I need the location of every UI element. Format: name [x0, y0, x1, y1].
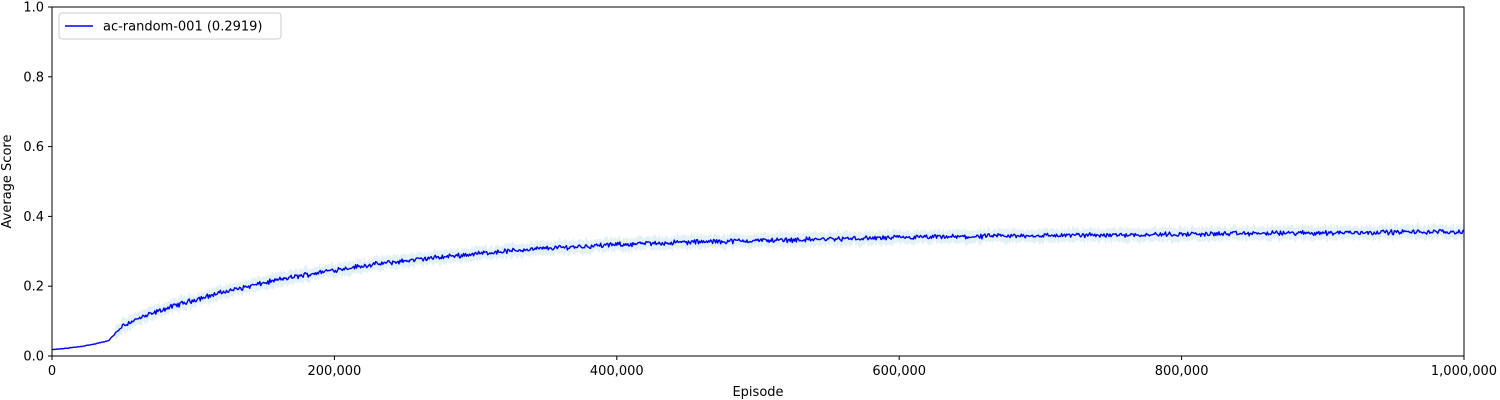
score-band-layer	[52, 221, 1464, 351]
y-tick-label: 0.0	[23, 350, 44, 365]
x-tick-label: 800,000	[1155, 364, 1209, 379]
y-axis: 0.0 0.2 0.4 0.6 0.8 1.0	[23, 1, 52, 365]
y-tick-label: 1.0	[23, 1, 44, 16]
x-tick-label: 0	[48, 364, 56, 379]
y-tick-label: 0.8	[23, 70, 44, 85]
legend-entry-label: ac-random-001 (0.2919)	[103, 20, 263, 35]
legend: ac-random-001 (0.2919)	[58, 12, 282, 40]
y-tick-label: 0.4	[23, 210, 44, 225]
y-tick-label: 0.2	[23, 280, 44, 295]
x-axis: 0 200,000 400,000 600,000 800,000 1,000,000	[48, 356, 1497, 379]
plot-frame	[51, 6, 1465, 357]
x-tick-label: 200,000	[308, 364, 362, 379]
x-tick-label: 400,000	[590, 364, 644, 379]
x-axis-label: Episode	[732, 385, 783, 400]
y-tick-label: 0.6	[23, 140, 44, 155]
x-tick-label: 600,000	[872, 364, 926, 379]
y-axis-label: Average Score	[0, 135, 15, 229]
score-variance-band	[52, 221, 1464, 351]
series-line-ac-random-001	[51, 228, 1465, 351]
score-line-layer	[51, 228, 1465, 351]
legend-box	[58, 12, 282, 40]
x-tick-label: 1,000,000	[1431, 364, 1497, 379]
